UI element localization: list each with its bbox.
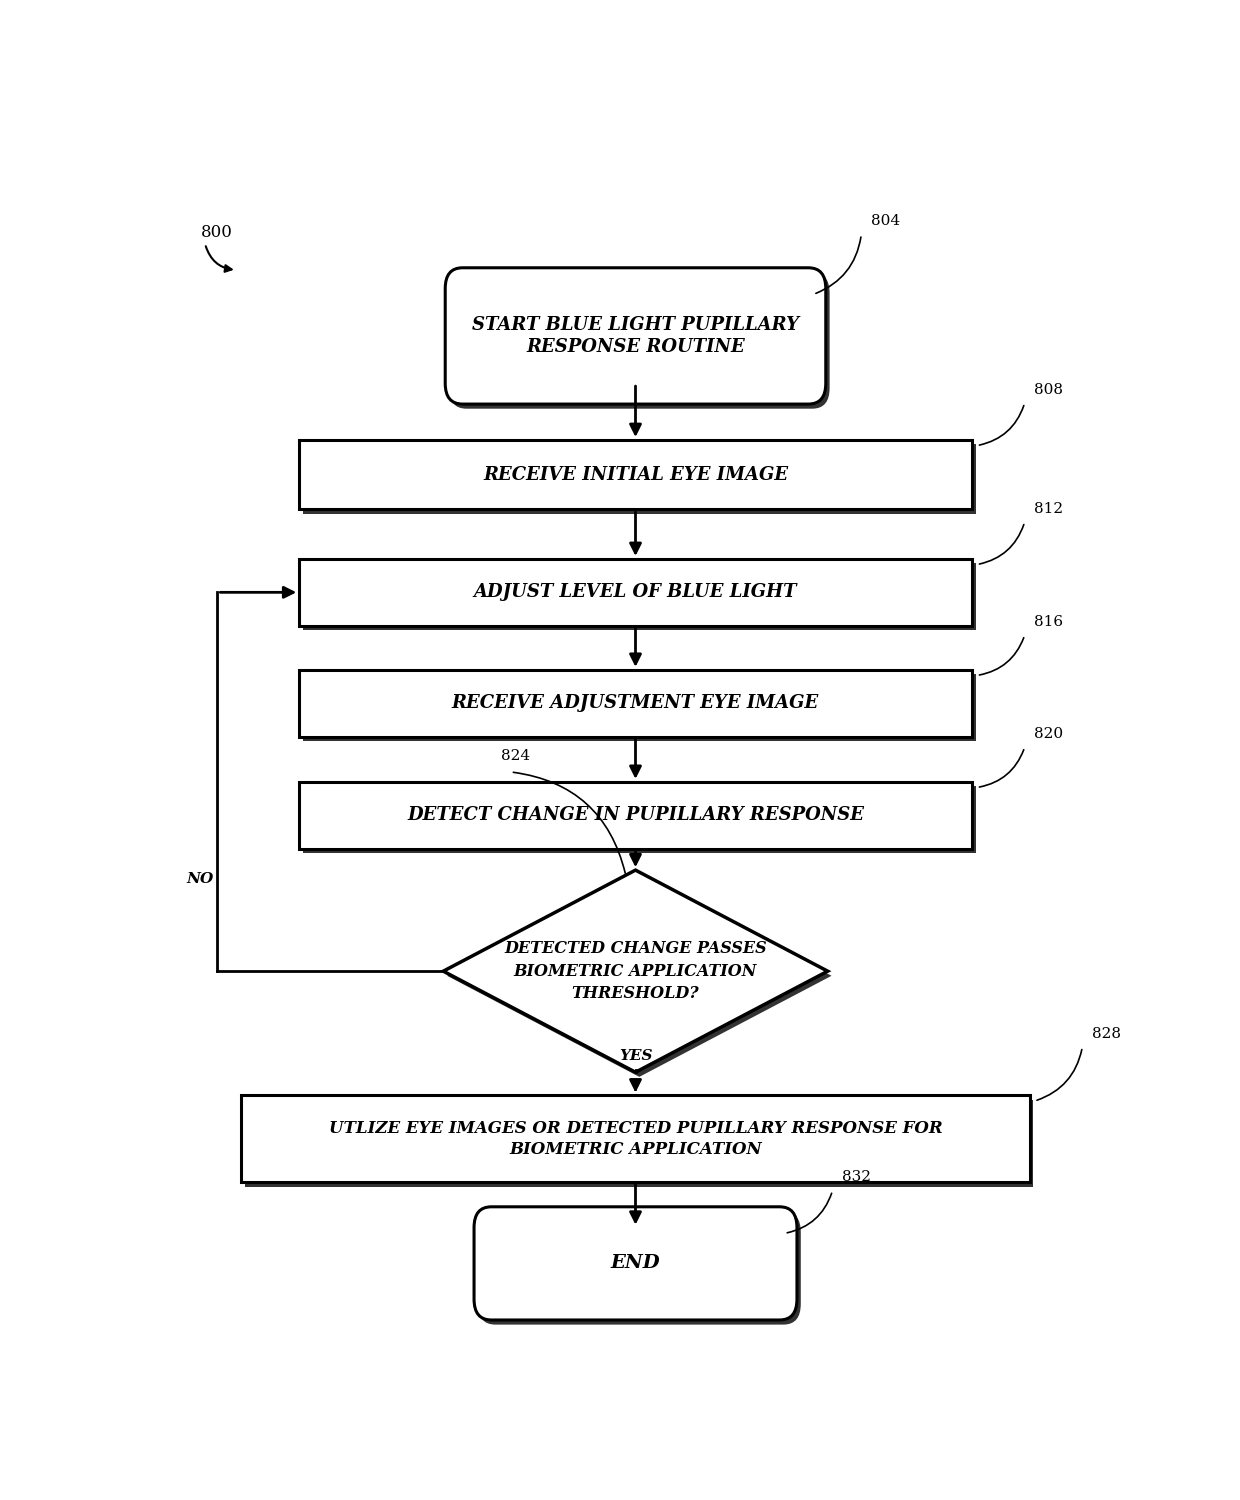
FancyArrowPatch shape xyxy=(980,405,1024,445)
Bar xyxy=(299,782,972,849)
Text: RECEIVE INITIAL EYE IMAGE: RECEIVE INITIAL EYE IMAGE xyxy=(482,465,789,483)
FancyArrowPatch shape xyxy=(1037,1050,1081,1100)
Polygon shape xyxy=(444,870,828,1072)
Text: DETECTED CHANGE PASSES
BIOMETRIC APPLICATION
THRESHOLD?: DETECTED CHANGE PASSES BIOMETRIC APPLICA… xyxy=(505,940,766,1002)
FancyArrowPatch shape xyxy=(980,750,1024,788)
Bar xyxy=(303,564,976,630)
FancyArrowPatch shape xyxy=(787,1194,832,1233)
Text: 820: 820 xyxy=(1034,728,1064,741)
Text: START BLUE LIGHT PUPILLARY
RESPONSE ROUTINE: START BLUE LIGHT PUPILLARY RESPONSE ROUT… xyxy=(472,316,799,356)
FancyArrowPatch shape xyxy=(513,772,625,873)
Text: 824: 824 xyxy=(501,750,529,764)
Bar xyxy=(242,1095,1029,1182)
Text: 804: 804 xyxy=(870,214,900,228)
Text: 800: 800 xyxy=(201,224,233,242)
Text: 816: 816 xyxy=(1034,615,1064,628)
Bar xyxy=(299,560,972,626)
FancyBboxPatch shape xyxy=(445,268,826,404)
Bar xyxy=(246,1100,1033,1186)
Text: END: END xyxy=(610,1254,661,1272)
FancyArrowPatch shape xyxy=(980,525,1024,564)
FancyArrowPatch shape xyxy=(816,237,861,294)
Text: UTLIZE EYE IMAGES OR DETECTED PUPILLARY RESPONSE FOR
BIOMETRIC APPLICATION: UTLIZE EYE IMAGES OR DETECTED PUPILLARY … xyxy=(329,1119,942,1158)
Bar xyxy=(303,675,976,741)
Polygon shape xyxy=(448,874,832,1077)
Bar xyxy=(303,444,976,514)
Bar xyxy=(299,669,972,736)
Bar xyxy=(299,440,972,509)
FancyBboxPatch shape xyxy=(477,1212,801,1324)
Text: ADJUST LEVEL OF BLUE LIGHT: ADJUST LEVEL OF BLUE LIGHT xyxy=(474,584,797,602)
FancyArrowPatch shape xyxy=(206,246,232,272)
Text: 808: 808 xyxy=(1034,382,1064,396)
Text: YES: YES xyxy=(619,1048,652,1064)
Text: 828: 828 xyxy=(1092,1026,1121,1041)
FancyBboxPatch shape xyxy=(449,273,830,408)
Text: 812: 812 xyxy=(1034,501,1064,516)
FancyBboxPatch shape xyxy=(474,1208,797,1320)
Text: 832: 832 xyxy=(842,1170,872,1185)
Text: NO: NO xyxy=(186,871,213,886)
Text: RECEIVE ADJUSTMENT EYE IMAGE: RECEIVE ADJUSTMENT EYE IMAGE xyxy=(451,694,820,712)
Text: DETECT CHANGE IN PUPILLARY RESPONSE: DETECT CHANGE IN PUPILLARY RESPONSE xyxy=(407,807,864,825)
Bar xyxy=(303,786,976,853)
FancyArrowPatch shape xyxy=(980,638,1024,675)
